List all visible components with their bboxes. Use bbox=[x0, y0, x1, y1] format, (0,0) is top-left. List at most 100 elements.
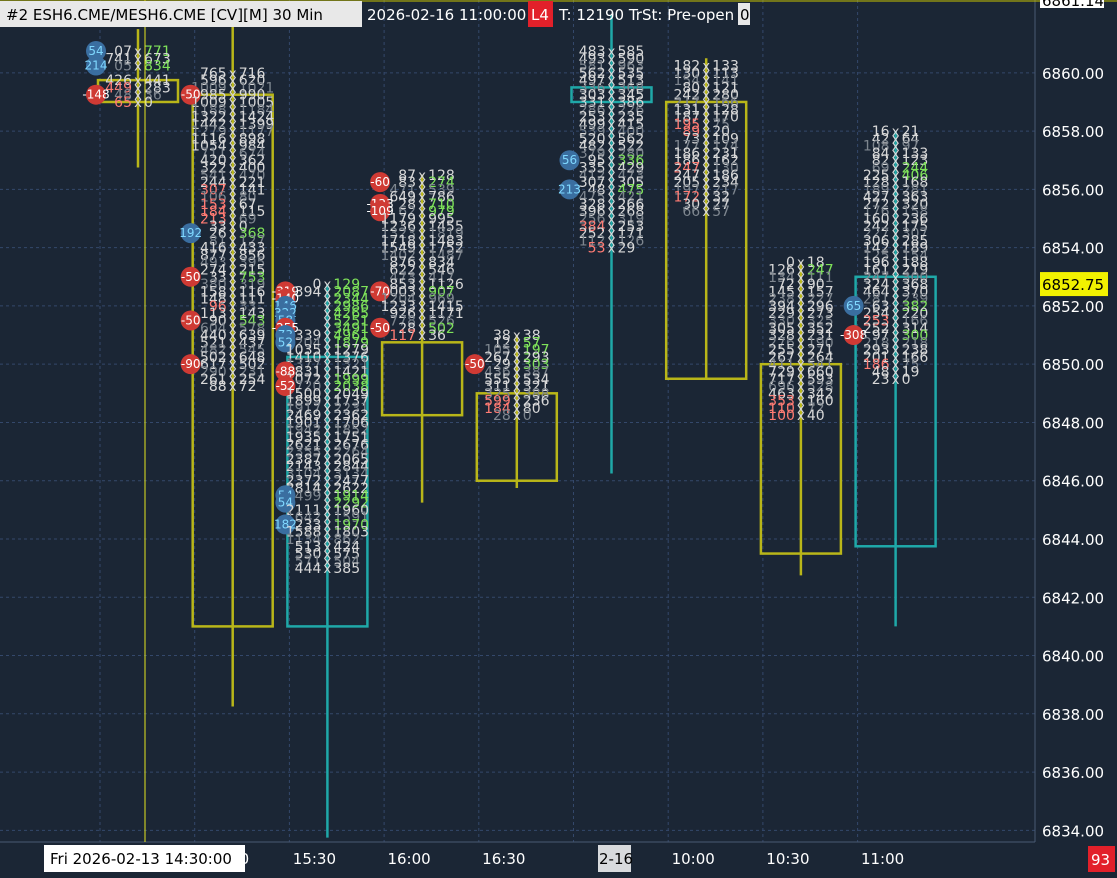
row-separator: x bbox=[608, 74, 616, 89]
delta-marker bbox=[275, 492, 296, 513]
row-separator: x bbox=[229, 111, 237, 126]
y-tick-label: 6846.00 bbox=[1042, 473, 1104, 491]
row-separator: x bbox=[797, 271, 805, 286]
row-separator: x bbox=[797, 314, 805, 329]
y-tick-label: 6858.00 bbox=[1042, 123, 1104, 141]
row-separator: x bbox=[324, 380, 332, 395]
row-separator: x bbox=[324, 329, 332, 344]
ask-volume: 969 bbox=[428, 292, 455, 308]
row-separator: x bbox=[229, 103, 237, 118]
ask-volume: 674 bbox=[239, 146, 266, 162]
footprint-bar[interactable]: 0x129394x2087-319x2344-140x2986146x42653… bbox=[272, 277, 369, 838]
row-separator: x bbox=[324, 365, 332, 380]
ask-volume: 141 bbox=[239, 182, 266, 198]
bid-volume: 1179 bbox=[380, 212, 416, 228]
row-separator: x bbox=[513, 387, 521, 402]
row-separator: x bbox=[229, 220, 237, 235]
price-axis[interactable] bbox=[1036, 0, 1117, 874]
delta-marker bbox=[180, 84, 201, 105]
bid-volume: 325 bbox=[484, 386, 511, 402]
bid-volume: 306 bbox=[863, 233, 890, 249]
ask-volume: 157 bbox=[807, 284, 834, 300]
row-separator: x bbox=[134, 74, 142, 89]
row-separator: x bbox=[608, 67, 616, 82]
bid-volume: 126 bbox=[768, 262, 795, 278]
bid-volume: 541 bbox=[200, 168, 227, 184]
bid-volume: 1402 bbox=[380, 248, 416, 264]
bid-volume: 482 bbox=[579, 139, 606, 155]
row-separator: x bbox=[892, 125, 900, 140]
bid-volume: 328 bbox=[579, 197, 606, 213]
x-tick-label: 15:30 bbox=[293, 850, 336, 868]
ask-volume: 441 bbox=[144, 73, 171, 89]
row-separator: x bbox=[797, 402, 805, 417]
row-separator: x bbox=[134, 81, 142, 96]
ask-volume: 235 bbox=[618, 110, 645, 126]
delta-marker bbox=[843, 325, 864, 346]
row-separator: x bbox=[797, 344, 805, 359]
bid-volume: 233 bbox=[295, 517, 322, 533]
delta-label: 52 bbox=[278, 335, 293, 349]
bid-volume: 184 bbox=[200, 204, 227, 220]
bid-volume: 2111 bbox=[286, 503, 322, 519]
bid-volume: 778 bbox=[389, 313, 416, 329]
ask-volume: 1706 bbox=[333, 415, 369, 431]
ask-volume: 69 bbox=[239, 212, 257, 228]
ask-volume: 535 bbox=[618, 66, 645, 82]
row-separator: x bbox=[702, 176, 710, 191]
header-title[interactable]: #2 ESH6.CME/MESH6.CME [CV][M] 30 Min bbox=[6, 6, 323, 24]
row-separator: x bbox=[608, 96, 616, 111]
ask-volume: 382 bbox=[902, 299, 929, 315]
row-separator: x bbox=[324, 555, 332, 570]
ask-volume: 121 bbox=[712, 80, 739, 96]
ask-volume: 400 bbox=[618, 124, 645, 140]
bid-volume: 305 bbox=[768, 321, 795, 337]
bid-volume: 831 bbox=[295, 364, 322, 380]
bid-volume: 324 bbox=[863, 277, 890, 293]
bid-volume: 256 bbox=[579, 212, 606, 228]
ask-volume: 72 bbox=[239, 379, 257, 395]
row-separator: x bbox=[892, 220, 900, 235]
bid-volume: 2469 bbox=[286, 408, 322, 424]
bid-volume: 339 bbox=[295, 328, 322, 344]
bid-volume: 286 bbox=[579, 102, 606, 118]
row-separator: x bbox=[702, 205, 710, 220]
ask-volume: 220 bbox=[902, 306, 929, 322]
delta-label: 54 bbox=[278, 496, 293, 510]
row-separator: x bbox=[702, 132, 710, 147]
delta-marker bbox=[180, 354, 201, 375]
row-separator: x bbox=[892, 351, 900, 366]
x-tick-label: 11:00 bbox=[861, 850, 904, 868]
ask-volume: 771 bbox=[144, 44, 171, 60]
bid-volume: 186 bbox=[863, 357, 890, 373]
footprint-bar[interactable]: 87x12883x274-60471x539649x78628x710-1336… bbox=[366, 168, 464, 503]
bid-volume: 87 bbox=[398, 168, 416, 184]
ask-volume: 1752 bbox=[428, 241, 464, 257]
bid-volume: 502 bbox=[200, 350, 227, 366]
bid-volume: 464 bbox=[863, 284, 890, 300]
ask-volume: 75 bbox=[902, 357, 920, 373]
ask-volume: 296 bbox=[807, 299, 834, 315]
ask-volume: 175 bbox=[902, 219, 929, 235]
bid-volume: 530 bbox=[295, 547, 322, 563]
bid-volume: 426 bbox=[105, 73, 132, 89]
row-separator: x bbox=[513, 380, 521, 395]
row-separator: x bbox=[324, 511, 332, 526]
bid-volume: 252 bbox=[863, 321, 890, 337]
bid-volume: 205 bbox=[673, 175, 700, 191]
bid-volume: 1323 bbox=[380, 226, 416, 242]
row-separator: x bbox=[418, 271, 426, 286]
ask-volume: 40 bbox=[807, 408, 825, 424]
ask-volume: 80 bbox=[239, 190, 257, 206]
row-separator: x bbox=[608, 154, 616, 169]
